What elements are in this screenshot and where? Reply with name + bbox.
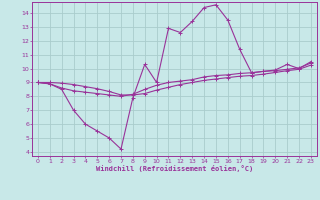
X-axis label: Windchill (Refroidissement éolien,°C): Windchill (Refroidissement éolien,°C) (96, 165, 253, 172)
